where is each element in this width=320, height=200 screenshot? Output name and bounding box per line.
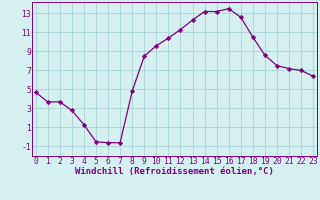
X-axis label: Windchill (Refroidissement éolien,°C): Windchill (Refroidissement éolien,°C) [75,167,274,176]
